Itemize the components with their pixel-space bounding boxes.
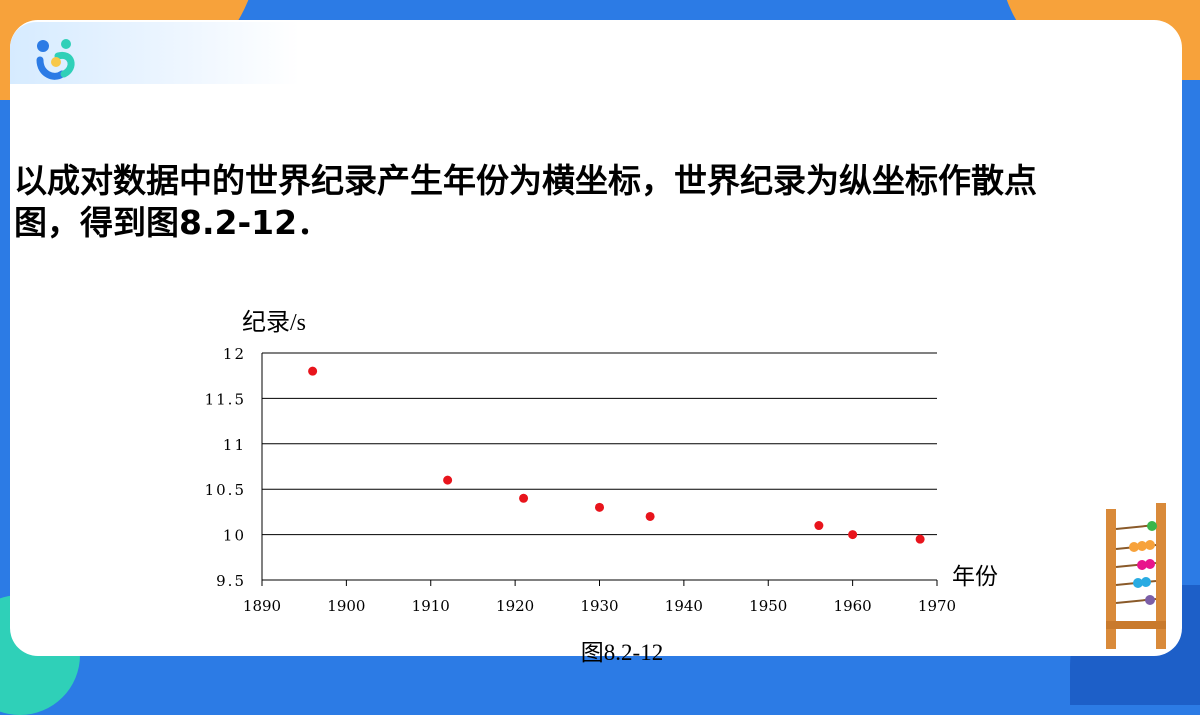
slide-title: 以成对数据中的世界纪录产生年份为横坐标，世界纪录为纵坐标作散点 图，得到图8.2…: [14, 160, 1184, 244]
data-point-5: [814, 521, 824, 531]
abacus-icon: [1106, 503, 1166, 649]
data-point-7: [915, 534, 925, 544]
data-point-2: [519, 493, 529, 503]
title-line-2: 图，得到图8.2-12．: [14, 203, 331, 242]
y-tick-label: 12: [223, 345, 246, 363]
logo-icon: [36, 39, 75, 80]
data-point-0: [308, 366, 318, 376]
title-line-1: 以成对数据中的世界纪录产生年份为横坐标，世界纪录为纵坐标作散点: [14, 161, 1037, 200]
y-tick-labels: 12 11.5 11 10.5 10 9.5: [205, 345, 246, 590]
x-tick-label: 1890: [243, 597, 281, 615]
y-tick-label: 10.5: [205, 481, 246, 499]
data-point-6: [848, 530, 858, 540]
x-tick-label: 1970: [918, 597, 956, 615]
y-axis-label: 纪录/s: [242, 309, 306, 336]
data-point-3: [595, 502, 604, 512]
x-tick-label: 1950: [749, 597, 787, 615]
y-tick-label: 11: [223, 436, 246, 454]
x-tick-label: 1960: [834, 597, 872, 615]
grid-lines: [261, 352, 938, 586]
scatter-chart: 纪录/s 年份 12 11.5 11 10.5 10 9.5 1890 1900 1910 19…: [205, 309, 998, 665]
x-axis-label: 年份: [952, 564, 998, 590]
x-tick-label: 1920: [496, 597, 534, 615]
x-tick-label: 1930: [580, 597, 618, 615]
data-point-4: [645, 511, 655, 521]
x-tick-labels: 1890 1900 1910 1920 1930 1940 1950 1960 1970: [243, 597, 956, 615]
slide-card: [10, 20, 1182, 656]
figure-caption: 图8.2-12: [581, 640, 663, 665]
data-points: [308, 366, 925, 544]
y-tick-label: 10: [223, 527, 246, 545]
data-point-1: [443, 475, 453, 485]
x-tick-label: 1900: [327, 597, 365, 615]
y-tick-label: 11.5: [205, 390, 246, 408]
y-tick-label: 9.5: [216, 572, 246, 590]
x-tick-label: 1910: [412, 597, 450, 615]
x-tick-label: 1940: [665, 597, 703, 615]
